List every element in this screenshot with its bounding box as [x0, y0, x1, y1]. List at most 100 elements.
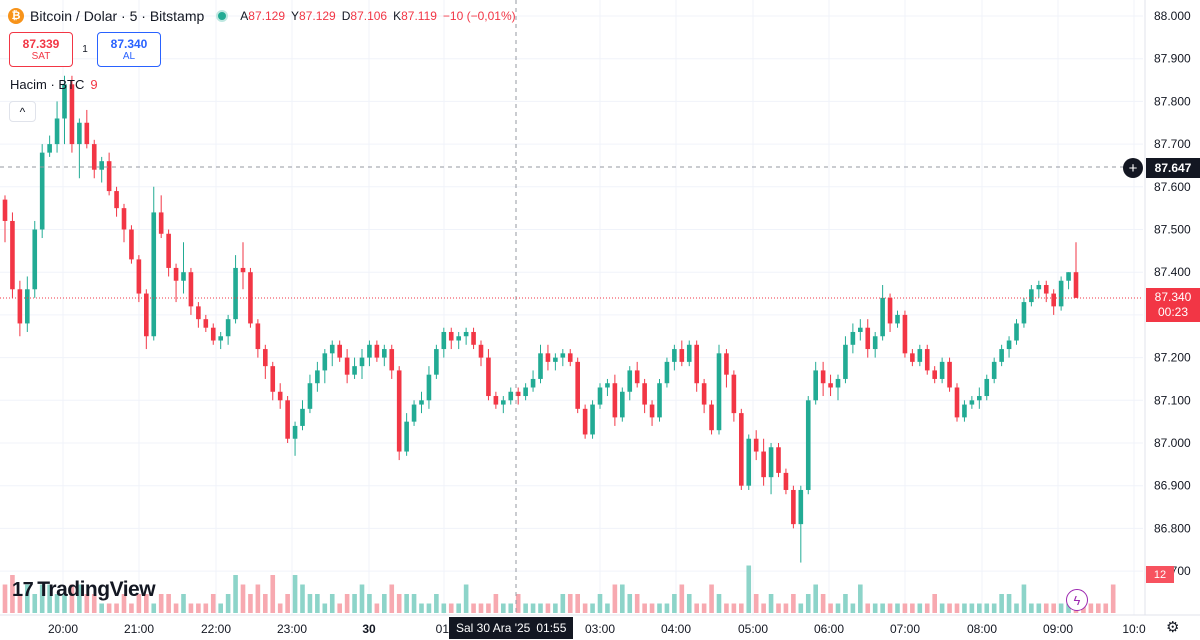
volume-bar	[1014, 603, 1019, 613]
volume-bar	[114, 603, 119, 613]
volume-bar	[887, 603, 893, 613]
candle-body	[225, 319, 231, 337]
candle-body	[10, 220, 15, 290]
volume-bar	[225, 594, 231, 613]
candle-body	[91, 144, 97, 170]
time-tick-label: 22:00	[201, 622, 231, 636]
volume-bar	[382, 594, 387, 613]
volume-bar	[106, 603, 112, 613]
time-tick-label: 10:0	[1122, 622, 1146, 636]
candle-body	[620, 391, 625, 418]
volume-bar	[1006, 594, 1012, 613]
price-tick-label: 87.700	[1154, 137, 1191, 151]
candle-body	[463, 331, 469, 337]
price-tick-label: 87.800	[1154, 94, 1191, 108]
candle-body	[962, 404, 967, 418]
candle-body	[880, 297, 885, 337]
candle-body	[315, 370, 320, 384]
volume-bar	[627, 594, 633, 613]
candle-body	[791, 489, 796, 525]
volume-legend-value: 9	[90, 77, 98, 92]
sell-button[interactable]: 87.339 SAT	[9, 32, 73, 67]
time-tick-label: 04:00	[661, 622, 691, 636]
candle-body	[218, 336, 223, 341]
symbol-title[interactable]: Bitcoin / Dolar · 5 · Bitstamp	[30, 8, 205, 24]
candle-body	[1036, 285, 1042, 290]
candle-body	[865, 327, 871, 350]
volume-bar	[300, 584, 305, 613]
candle-body	[739, 413, 744, 486]
collapse-legend-button[interactable]: ^	[9, 101, 36, 122]
volume-bar	[1088, 603, 1094, 613]
ohlc-open: A87.129	[240, 9, 285, 23]
tradingview-logo[interactable]: 17 TradingView	[12, 578, 156, 602]
candle-body	[411, 404, 417, 422]
candle-body	[277, 391, 283, 401]
crosshair-clock: 01:55	[536, 621, 567, 635]
candle-body	[768, 447, 774, 478]
volume-bar	[240, 584, 246, 613]
volume-bar	[1058, 603, 1064, 613]
candle-body	[32, 229, 38, 290]
volume-bar	[99, 603, 104, 613]
candle-body	[664, 361, 670, 384]
bitcoin-logo-icon: ₿	[8, 8, 24, 24]
candle-body	[17, 289, 23, 324]
time-tick-label: 21:00	[124, 622, 154, 636]
candle-body	[999, 349, 1004, 362]
candle-body	[389, 349, 395, 371]
candle-body	[508, 391, 514, 401]
candle-body	[850, 331, 856, 345]
volume-bar	[902, 603, 908, 613]
volume-bar	[843, 594, 848, 613]
candle-body	[567, 353, 573, 362]
buy-button[interactable]: 87.340 AL	[97, 32, 161, 67]
candle-body	[441, 331, 447, 350]
candle-body	[1073, 272, 1079, 298]
candle-body	[39, 152, 45, 230]
volume-bar	[404, 594, 409, 613]
market-status-icon[interactable]	[216, 10, 229, 22]
volume-bar	[277, 603, 283, 613]
volume-bar	[270, 575, 276, 613]
spread-value: 1	[82, 44, 88, 55]
volume-bar	[62, 594, 67, 613]
candle-body	[843, 344, 848, 379]
volume-bar	[545, 603, 551, 613]
candle-body	[62, 84, 67, 119]
sell-price: 87.339	[22, 37, 60, 51]
candle-body	[984, 378, 990, 397]
volume-bar	[25, 584, 30, 613]
price-tick-label: 87.900	[1154, 52, 1191, 66]
candle-body	[77, 122, 82, 145]
settings-gear-icon[interactable]: ⚙	[1166, 619, 1180, 636]
volume-bar	[515, 594, 521, 613]
candle-body	[292, 425, 298, 439]
candle-body	[448, 331, 454, 341]
volume-bar	[582, 603, 588, 613]
candle-body	[1029, 289, 1034, 303]
volume-bar	[121, 594, 127, 613]
candle-body	[679, 349, 685, 362]
ohlc-low: D87.106	[341, 9, 388, 23]
volume-bar	[2, 584, 8, 613]
volume-bar	[828, 603, 833, 613]
price-tick-label: 87.200	[1154, 351, 1191, 365]
plus-icon[interactable]: +	[1123, 158, 1143, 178]
volume-bar	[724, 603, 729, 613]
candle-body	[977, 396, 982, 401]
candle-body	[515, 391, 521, 397]
candle-body	[478, 344, 484, 358]
lightning-icon[interactable]: ϟ	[1066, 589, 1088, 611]
volume-legend[interactable]: Hacim · BTC 9	[10, 77, 98, 92]
time-tick-label: 09:00	[1043, 622, 1073, 636]
time-tick-label: 08:00	[967, 622, 997, 636]
candle-body	[203, 319, 209, 328]
volume-bar	[463, 584, 469, 613]
volume-bar	[501, 603, 506, 613]
candle-body	[560, 353, 566, 358]
time-tick-label: 06:00	[814, 622, 844, 636]
candle-body	[151, 212, 157, 337]
